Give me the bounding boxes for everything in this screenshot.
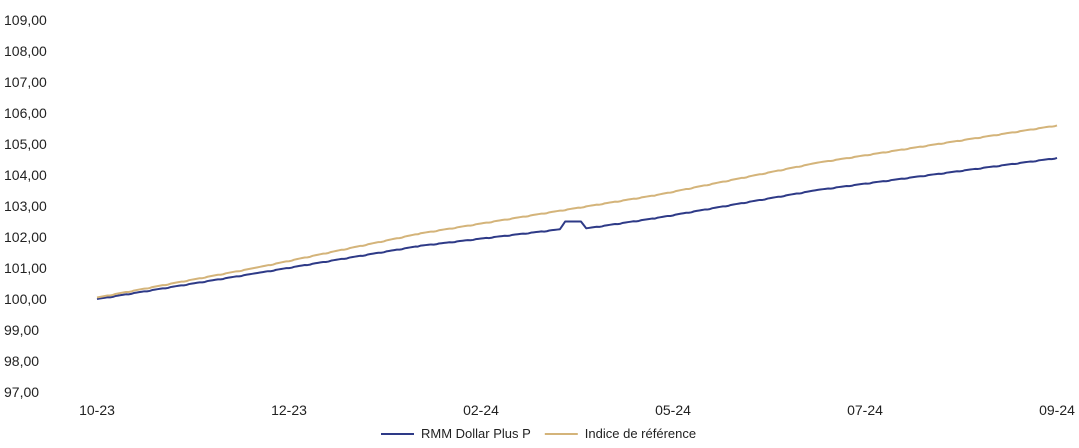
y-tick-label: 99,00 xyxy=(4,322,39,338)
y-tick-label: 102,00 xyxy=(4,229,47,245)
x-axis: 10-23 12-23 02-24 05-24 07-24 09-24 xyxy=(79,402,1075,418)
y-tick-label: 106,00 xyxy=(4,105,47,121)
legend: RMM Dollar Plus P Indice de référence xyxy=(381,426,696,441)
x-tick-label: 10-23 xyxy=(79,402,115,418)
legend-label-1: RMM Dollar Plus P xyxy=(421,426,531,441)
series-line-1 xyxy=(97,158,1057,299)
y-tick-label: 109,00 xyxy=(4,12,47,28)
y-tick-label: 103,00 xyxy=(4,198,47,214)
y-tick-label: 105,00 xyxy=(4,136,47,152)
x-tick-label: 12-23 xyxy=(271,402,307,418)
y-tick-label: 104,00 xyxy=(4,167,47,183)
y-axis: 97,00 98,00 99,00 100,00 101,00 102,00 103,00 1… xyxy=(4,12,47,400)
y-tick-label: 108,00 xyxy=(4,43,47,59)
x-tick-label: 02-24 xyxy=(463,402,499,418)
legend-label-2: Indice de référence xyxy=(585,426,696,441)
y-tick-label: 98,00 xyxy=(4,353,39,369)
x-tick-label: 07-24 xyxy=(847,402,883,418)
series-line-2 xyxy=(97,125,1057,297)
x-tick-label: 09-24 xyxy=(1039,402,1075,418)
plot-area xyxy=(97,125,1057,299)
x-tick-label: 05-24 xyxy=(655,402,691,418)
y-tick-label: 97,00 xyxy=(4,384,39,400)
y-tick-label: 100,00 xyxy=(4,291,47,307)
y-tick-label: 101,00 xyxy=(4,260,47,276)
y-tick-label: 107,00 xyxy=(4,74,47,90)
